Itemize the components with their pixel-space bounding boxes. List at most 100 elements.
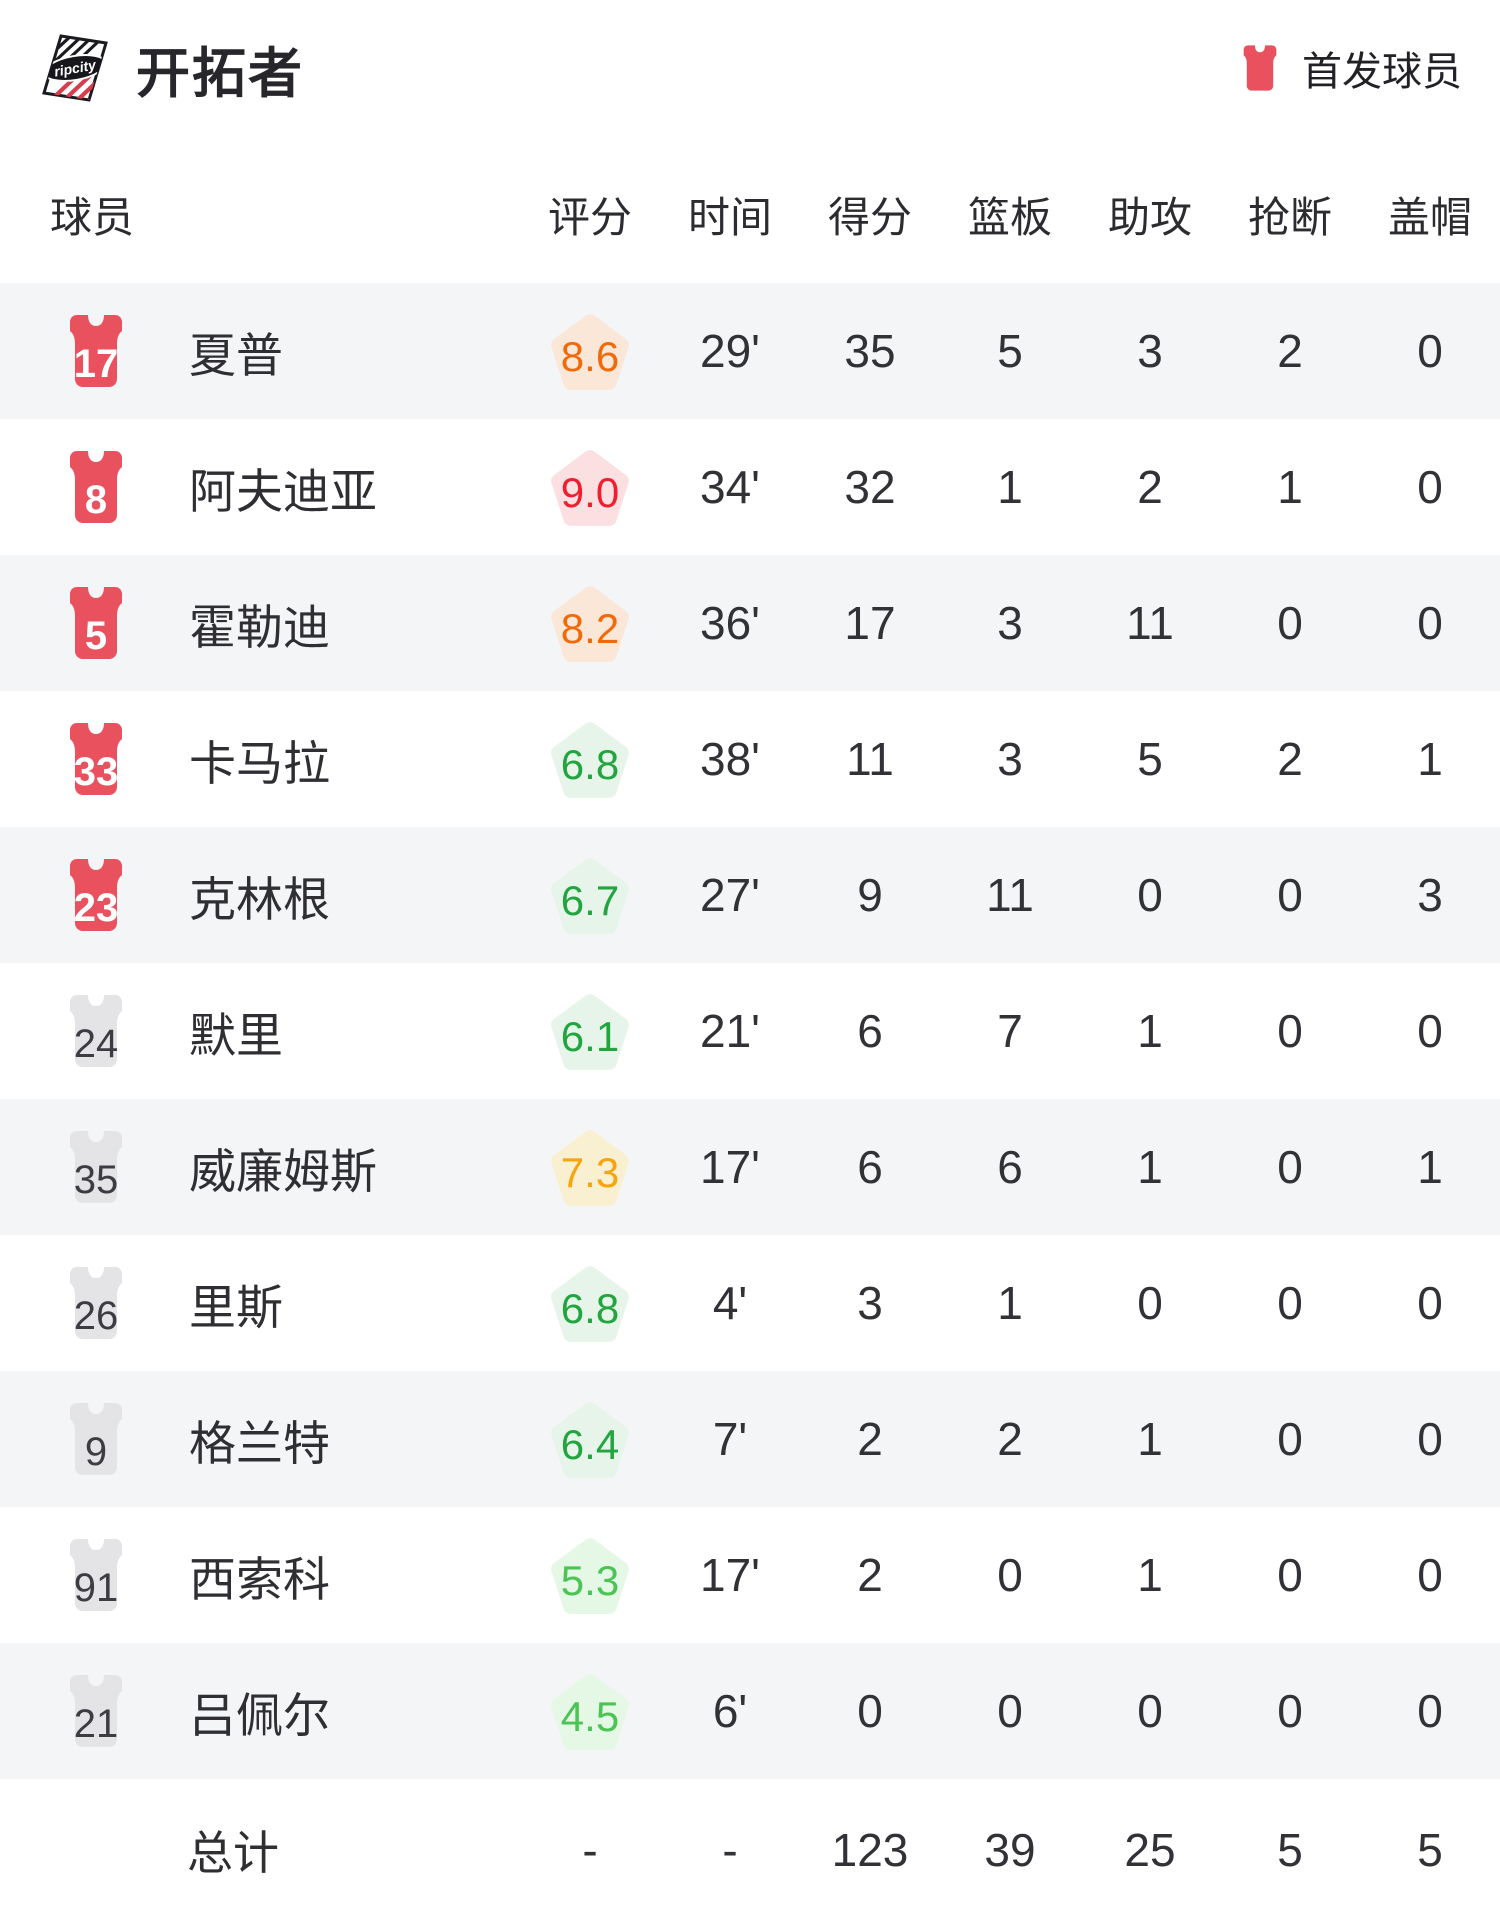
jersey-number: 23: [73, 886, 119, 930]
player-row[interactable]: 35 威廉姆斯 7.3 17' 6 6 1 0 1: [0, 1099, 1500, 1235]
steals-cell: 0: [1277, 1141, 1303, 1193]
assists-cell: 5: [1137, 733, 1163, 785]
team-name: 开拓者: [136, 43, 304, 104]
jersey-icon: 35: [61, 1129, 131, 1205]
rating-badge: 4.5: [547, 1670, 633, 1752]
rebounds-cell: 6: [997, 1141, 1023, 1193]
time-cell: 38': [700, 733, 760, 785]
jersey-number: 9: [84, 1430, 108, 1474]
col-header-points: 得分: [827, 194, 912, 241]
player-name: 威廉姆斯: [189, 1144, 377, 1198]
total-time-cell: -: [722, 1823, 738, 1876]
player-row[interactable]: 24 默里 6.1 21' 6 7 1 0 0: [0, 963, 1500, 1099]
points-cell: 2: [857, 1413, 883, 1465]
pentagon-icon: [551, 858, 629, 934]
jersey-icon: 8: [61, 449, 131, 525]
rating-cell: 9.0: [520, 446, 660, 528]
total-label: 总计: [187, 1826, 279, 1879]
player-row[interactable]: 21 吕佩尔 4.5 6' 0 0 0 0 0: [0, 1643, 1500, 1779]
player-cell: 5 霍勒迪: [0, 585, 520, 661]
pentagon-icon: [551, 722, 629, 798]
player-row[interactable]: 17 夏普 8.6 29' 35 5 3 2 0: [0, 283, 1500, 419]
total-rating-cell: -: [582, 1823, 598, 1876]
jersey-icon: 21: [61, 1673, 131, 1749]
rebounds-cell: 11: [986, 869, 1034, 921]
blocks-cell: 0: [1417, 1413, 1443, 1465]
total-row: 总计 - - 123 39 25 5 5: [0, 1779, 1500, 1920]
col-header-assists: 助攻: [1107, 194, 1192, 241]
assists-cell: 1: [1137, 1413, 1163, 1465]
points-cell: 3: [857, 1277, 883, 1329]
col-header-rebounds: 篮板: [967, 194, 1052, 241]
player-name: 格兰特: [189, 1416, 330, 1470]
team-logo-icon: ripcity: [42, 34, 108, 102]
assists-cell: 2: [1137, 461, 1163, 513]
rating-badge: 6.1: [547, 990, 633, 1072]
rating-badge: 8.6: [547, 310, 633, 392]
player-cell: 21 吕佩尔: [0, 1673, 520, 1749]
jersey-number: 21: [73, 1702, 119, 1746]
pentagon-icon: [551, 1402, 629, 1478]
assists-cell: 11: [1126, 597, 1174, 649]
player-name: 阿夫迪亚: [189, 464, 377, 518]
rating-cell: 8.2: [520, 582, 660, 664]
jersey-number: 91: [73, 1566, 119, 1610]
jersey-icon: 91: [61, 1537, 131, 1613]
rebounds-cell: 5: [997, 325, 1023, 377]
player-name: 霍勒迪: [189, 600, 330, 654]
rating-badge: 6.8: [547, 718, 633, 800]
jersey-icon: 24: [61, 993, 131, 1069]
steals-cell: 0: [1277, 1549, 1303, 1601]
col-header-rating: 评分: [547, 194, 632, 241]
player-row[interactable]: 91 西索科 5.3 17' 2 0 1 0 0: [0, 1507, 1500, 1643]
player-cell: 17 夏普: [0, 313, 520, 389]
points-cell: 6: [857, 1005, 883, 1057]
player-row[interactable]: 5 霍勒迪 8.2 36' 17 3 11 0 0: [0, 555, 1500, 691]
blocks-cell: 1: [1417, 733, 1443, 785]
time-cell: 6': [712, 1685, 748, 1737]
logo-text: ripcity: [53, 56, 98, 79]
jersey-icon: 26: [61, 1265, 131, 1341]
pentagon-icon: [551, 1266, 629, 1342]
player-name: 吕佩尔: [189, 1688, 330, 1742]
steals-cell: 0: [1277, 1413, 1303, 1465]
pentagon-icon: [551, 450, 629, 526]
player-row[interactable]: 26 里斯 6.8 4' 3 1 0 0 0: [0, 1235, 1500, 1371]
rating-badge: 8.2: [547, 582, 633, 664]
rating-cell: 6.7: [520, 854, 660, 936]
jersey-number: 35: [73, 1158, 119, 1202]
rating-cell: 6.1: [520, 990, 660, 1072]
time-cell: 34': [700, 461, 760, 513]
blocks-cell: 0: [1417, 1277, 1443, 1329]
total-steals-cell: 5: [1277, 1823, 1303, 1876]
steals-cell: 0: [1277, 1277, 1303, 1329]
jersey-number: 26: [73, 1294, 119, 1338]
steals-cell: 0: [1277, 1685, 1303, 1737]
steals-cell: 0: [1277, 597, 1303, 649]
time-cell: 21': [700, 1005, 760, 1057]
player-name: 克林根: [189, 872, 330, 926]
player-name: 卡马拉: [189, 736, 330, 790]
time-cell: 17': [700, 1141, 760, 1193]
steals-cell: 2: [1277, 325, 1303, 377]
rebounds-cell: 1: [997, 1277, 1023, 1329]
player-row[interactable]: 33 卡马拉 6.8 38' 11 3 5 2 1: [0, 691, 1500, 827]
rating-badge: 6.7: [547, 854, 633, 936]
rebounds-cell: 3: [997, 733, 1023, 785]
assists-cell: 0: [1137, 1277, 1163, 1329]
time-cell: 29': [700, 325, 760, 377]
steals-cell: 0: [1277, 1005, 1303, 1057]
steals-cell: 1: [1277, 461, 1303, 513]
player-cell: 9 格兰特: [0, 1401, 520, 1477]
col-header-player: 球员: [50, 194, 135, 241]
jersey-icon: 5: [61, 585, 131, 661]
player-row[interactable]: 9 格兰特 6.4 7' 2 2 1 0 0: [0, 1371, 1500, 1507]
player-row[interactable]: 23 克林根 6.7 27' 9 11 0 0 3: [0, 827, 1500, 963]
rating-cell: 6.8: [520, 1262, 660, 1344]
player-row[interactable]: 8 阿夫迪亚 9.0 34' 32 1 2 1 0: [0, 419, 1500, 555]
pentagon-icon: [551, 994, 629, 1070]
total-assists-cell: 25: [1124, 1823, 1176, 1876]
jersey-icon: 33: [61, 721, 131, 797]
rebounds-cell: 3: [997, 597, 1023, 649]
points-cell: 6: [857, 1141, 883, 1193]
